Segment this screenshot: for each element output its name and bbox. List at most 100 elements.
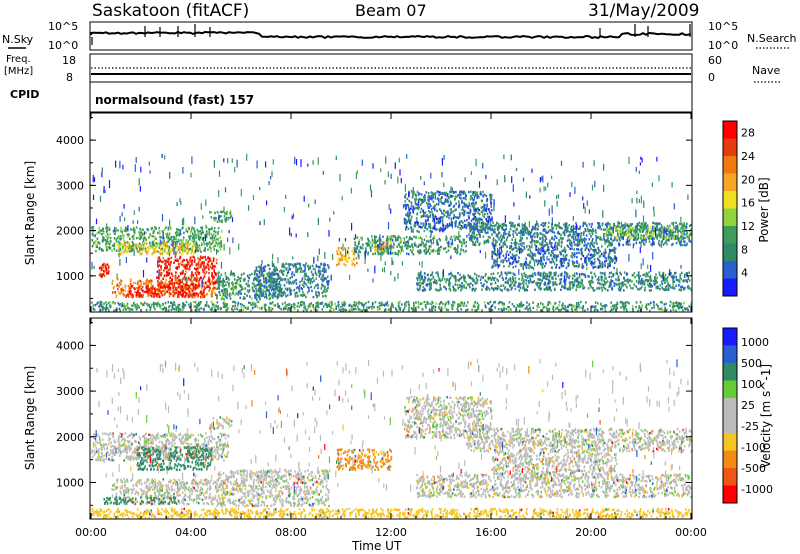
data-cell bbox=[106, 270, 109, 274]
data-cell bbox=[539, 274, 542, 277]
data-cell bbox=[212, 259, 215, 263]
data-cell bbox=[137, 304, 140, 308]
data-cell bbox=[421, 308, 424, 311]
data-cell bbox=[283, 306, 285, 310]
data-cell bbox=[138, 242, 141, 245]
data-cell bbox=[463, 238, 465, 241]
data-cell bbox=[542, 276, 544, 279]
data-cell bbox=[487, 276, 490, 279]
data-cell bbox=[631, 274, 634, 277]
data-cell bbox=[175, 291, 177, 294]
data-cell bbox=[476, 279, 479, 282]
data-cell bbox=[623, 276, 625, 280]
data-cell bbox=[287, 287, 289, 290]
data-cell bbox=[203, 275, 206, 278]
data-cell bbox=[525, 288, 527, 291]
data-cell bbox=[158, 246, 161, 249]
data-cell bbox=[441, 278, 443, 281]
data-cell bbox=[386, 301, 389, 304]
data-cell bbox=[613, 306, 616, 309]
data-cell bbox=[440, 306, 443, 309]
data-cell bbox=[653, 306, 655, 309]
data-cell bbox=[184, 245, 186, 249]
data-cell bbox=[373, 241, 375, 244]
data-cell bbox=[284, 307, 287, 310]
data-cell bbox=[387, 248, 389, 251]
cpid-value: normalsound (fast) 157 bbox=[95, 93, 254, 107]
data-cell bbox=[272, 287, 274, 291]
data-cell bbox=[198, 279, 200, 283]
data-cell bbox=[161, 230, 164, 233]
data-cell bbox=[610, 306, 612, 309]
data-cell bbox=[472, 193, 474, 196]
data-cell bbox=[678, 288, 681, 291]
data-cell bbox=[172, 235, 174, 239]
data-cell bbox=[418, 244, 421, 247]
data-cell bbox=[197, 262, 200, 265]
data-cell bbox=[162, 256, 165, 260]
data-cell bbox=[594, 301, 597, 304]
data-cell bbox=[427, 222, 430, 226]
data-cell bbox=[639, 275, 642, 278]
data-cell bbox=[546, 307, 548, 311]
data-cell bbox=[666, 288, 668, 291]
data-cell bbox=[107, 267, 109, 271]
data-cell bbox=[181, 281, 183, 284]
data-cell bbox=[119, 292, 121, 295]
data-cell bbox=[173, 289, 176, 293]
data-cell bbox=[194, 287, 196, 290]
data-cell bbox=[593, 289, 596, 292]
data-cell bbox=[201, 278, 204, 281]
data-cell bbox=[490, 197, 493, 201]
data-cell bbox=[452, 275, 455, 278]
data-cell bbox=[477, 194, 479, 197]
data-cell bbox=[552, 305, 555, 308]
data-cell bbox=[385, 240, 388, 243]
data-cell bbox=[478, 208, 480, 212]
data-cell bbox=[366, 244, 369, 247]
data-cell bbox=[223, 297, 225, 301]
data-cell bbox=[113, 245, 116, 248]
data-cell bbox=[236, 304, 239, 307]
data-cell bbox=[145, 280, 147, 283]
data-cell bbox=[142, 303, 145, 307]
data-cell bbox=[150, 281, 152, 284]
data-cell bbox=[337, 305, 340, 308]
data-cell bbox=[201, 261, 204, 264]
data-cell bbox=[372, 246, 375, 249]
data-cell bbox=[275, 282, 278, 285]
data-cell bbox=[408, 252, 410, 256]
data-cell bbox=[365, 242, 368, 245]
data-cell bbox=[224, 212, 226, 215]
data-cell bbox=[574, 308, 576, 311]
data-cell bbox=[417, 203, 420, 206]
data-cell bbox=[163, 284, 165, 287]
data-cell bbox=[200, 262, 202, 265]
data-cell bbox=[457, 303, 459, 306]
data-cell bbox=[108, 270, 110, 273]
data-cell bbox=[168, 238, 170, 241]
data-cell bbox=[220, 289, 223, 293]
data-cell bbox=[135, 244, 138, 248]
data-cell bbox=[504, 281, 507, 284]
data-cell bbox=[202, 256, 205, 259]
data-cell bbox=[301, 270, 304, 273]
nsky-panel: N.Sky 10^5 10^0 10^5 10^0 N.Search bbox=[2, 20, 797, 52]
data-cell bbox=[418, 272, 420, 275]
data-cell bbox=[240, 305, 243, 309]
data-cell bbox=[449, 194, 452, 197]
data-cell bbox=[468, 217, 470, 220]
data-cell bbox=[188, 303, 190, 306]
data-cell bbox=[276, 279, 278, 282]
data-cell bbox=[158, 226, 160, 230]
data-cell bbox=[221, 280, 223, 283]
data-cell bbox=[138, 231, 140, 234]
data-cell bbox=[471, 277, 474, 280]
data-cell bbox=[620, 301, 622, 304]
data-cell bbox=[197, 257, 199, 260]
data-cell bbox=[182, 247, 185, 250]
data-cell bbox=[378, 301, 381, 305]
data-cell bbox=[94, 242, 96, 245]
data-cell bbox=[483, 283, 485, 286]
data-cell bbox=[272, 277, 275, 281]
